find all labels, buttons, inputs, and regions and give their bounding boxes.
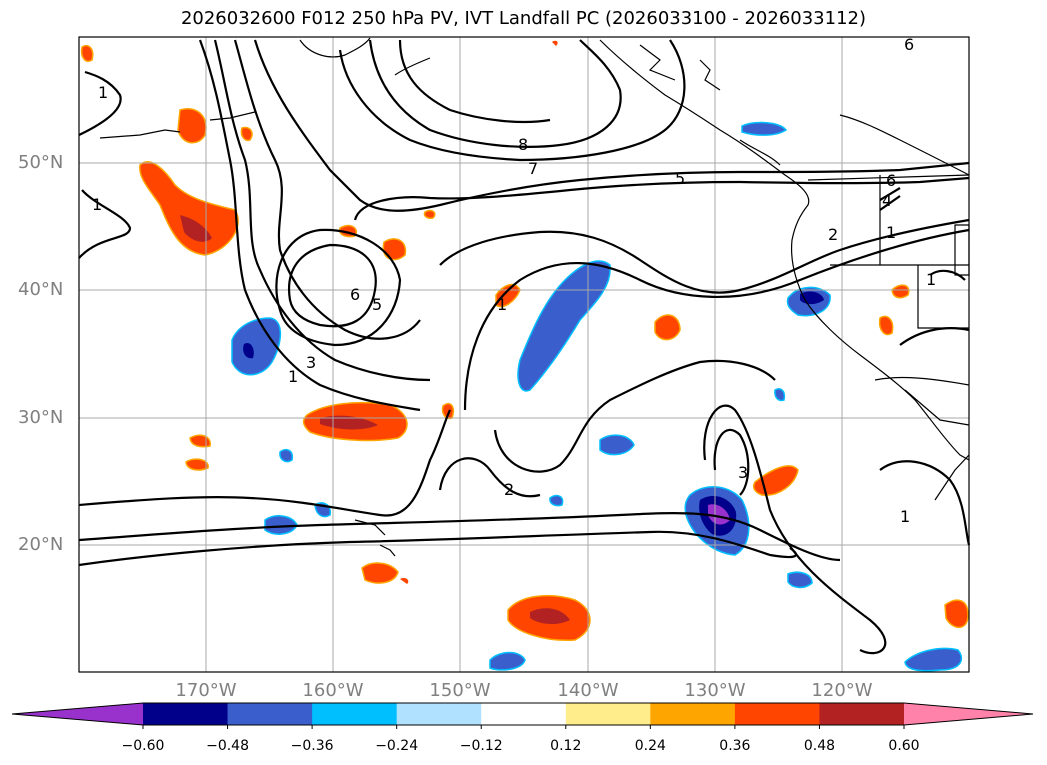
lon-label: 120°W xyxy=(811,680,873,701)
colorbar xyxy=(11,702,1034,729)
contour-label: 3 xyxy=(306,353,316,372)
colorbar-tick-label: −0.36 xyxy=(290,738,334,754)
colorbar-tick-label: −0.48 xyxy=(206,738,249,754)
colorbar-extend-high xyxy=(904,703,1033,725)
pv-contours xyxy=(78,39,971,655)
lon-label: 170°W xyxy=(175,680,237,701)
contour-label: 5 xyxy=(675,169,685,188)
lon-label: 150°W xyxy=(429,680,491,701)
map-title: 2026032600 F012 250 hPa PV, IVT Landfall… xyxy=(180,8,867,29)
colorbar-bin xyxy=(312,703,398,725)
contour-label: 1 xyxy=(900,507,910,526)
colorbar-bin xyxy=(819,703,905,725)
colorbar-bin xyxy=(396,703,482,725)
colorbar-tick-label: −0.60 xyxy=(121,738,165,754)
colorbar-bin xyxy=(734,703,820,725)
contour-label: 1 xyxy=(497,295,507,314)
colorbar-tick-label: 0.36 xyxy=(719,738,751,754)
contour-label: 2 xyxy=(828,225,838,244)
colorbar-bin xyxy=(565,703,651,725)
contour-label: 3 xyxy=(738,463,748,482)
contour-label: 2 xyxy=(504,480,514,499)
lat-label: 40°N xyxy=(18,279,64,300)
contour-label: 7 xyxy=(528,159,538,178)
colorbar-tick-label: 0.24 xyxy=(634,738,666,754)
colorbar-extend-low xyxy=(12,703,143,725)
lon-label: 130°W xyxy=(684,680,746,701)
contour-label: 1 xyxy=(92,195,102,214)
contour-labels: 1 1 8 7 5 6 6 4 2 1 6 5 3 1 1 2 3 1 1 xyxy=(92,35,936,526)
colorbar-tick-label: −0.12 xyxy=(459,738,503,754)
contour-label: 4 xyxy=(882,191,892,210)
contour-label: 5 xyxy=(372,295,382,314)
contour-label: 1 xyxy=(886,223,896,242)
contour-label: 1 xyxy=(926,270,936,289)
contour-label: 1 xyxy=(98,83,108,102)
shading-negative xyxy=(231,121,963,672)
colorbar-tick-label: 0.60 xyxy=(888,738,920,754)
contour-label: 8 xyxy=(518,135,528,154)
colorbar-bin xyxy=(481,703,567,725)
contour-label: 6 xyxy=(904,35,914,54)
lat-label: 30°N xyxy=(18,407,64,428)
colorbar-bin xyxy=(650,703,736,725)
colorbar-tick-label: 0.48 xyxy=(803,738,836,754)
lon-label: 140°W xyxy=(557,680,619,701)
colorbar-bin xyxy=(227,703,313,725)
colorbar-tick-label: −0.24 xyxy=(375,738,419,754)
lon-label: 160°W xyxy=(302,680,364,701)
lat-label: 20°N xyxy=(18,534,64,555)
contour-label: 1 xyxy=(288,367,298,386)
contour-label: 6 xyxy=(350,285,360,304)
colorbar-bin xyxy=(143,703,229,725)
map-border xyxy=(78,36,970,673)
lat-label: 50°N xyxy=(18,152,64,173)
contour-label: 6 xyxy=(886,171,896,190)
colorbar-tick-label: 0.12 xyxy=(550,738,582,754)
gridlines xyxy=(79,37,969,672)
